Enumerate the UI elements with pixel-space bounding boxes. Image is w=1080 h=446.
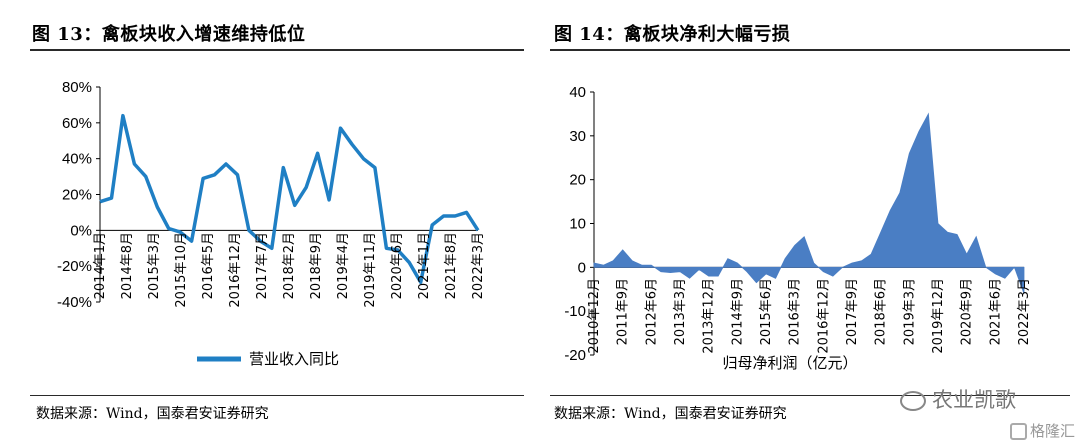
revenue-growth-line — [99, 113, 480, 285]
y-tick-label: 40% — [62, 151, 92, 168]
revenue-growth-line-chart: 80% 60% 40% 20% 0% -20% -40%2014年1月 2014年8月 2015… — [57, 79, 486, 368]
watermark-account-name: 农业凯歌 — [932, 388, 1016, 412]
x-tick-label: 2010年12月 — [587, 278, 602, 354]
x-tick-label: 2019年4月 — [336, 232, 351, 299]
left-source-rule — [30, 395, 524, 396]
x-tick-label: 2017年9月 — [845, 278, 860, 345]
x-tick-label: 2021年1月 — [417, 232, 432, 299]
x-tick-label: 2018年6月 — [874, 278, 889, 345]
right-title-rule — [550, 49, 1070, 51]
watermark-brand: 格隆汇 — [1010, 420, 1075, 441]
right-figure-panel: 图 14：禽板块净利大幅亏损 40 30 20 10 0 -10 -20 2010年12月 20… — [540, 0, 1080, 446]
x-tick-label: 2013年12月 — [702, 278, 717, 354]
net-profit-area — [593, 112, 1025, 294]
x-tick-label: 2018年9月 — [309, 232, 324, 299]
y-tick-label: 30 — [569, 128, 586, 145]
x-tick-label: 2014年9月 — [730, 278, 745, 345]
x-tick-label: 2011年9月 — [616, 278, 631, 345]
x-tick-label: 2015年6月 — [759, 278, 774, 345]
x-tick-label: 2021年6月 — [988, 278, 1003, 345]
y-tick-label: 40 — [569, 84, 586, 101]
x-tick-label: 2014年8月 — [120, 232, 135, 299]
x-tick-label: 2013年3月 — [673, 278, 688, 345]
y-tick-label: 60% — [62, 115, 92, 132]
x-tick-label: 2019年3月 — [902, 278, 917, 345]
y-tick-label: -20 — [564, 347, 586, 364]
x-tick-label: 2016年12月 — [816, 278, 831, 354]
y-tick-label: 0 — [578, 259, 586, 276]
y-tick-label: -10 — [564, 303, 586, 320]
watermark-brand-name: 格隆汇 — [1030, 422, 1076, 440]
x-tick-label: 2017年7月 — [255, 232, 270, 299]
y-tick-label: -40% — [57, 294, 92, 311]
x-tick-label: 2020年9月 — [960, 278, 975, 345]
x-tick-label: 2020年6月 — [390, 232, 405, 299]
brand-logo-icon — [1010, 423, 1027, 440]
x-tick-label: 2016年5月 — [201, 232, 216, 299]
x-tick-label: 2015年10月 — [174, 232, 189, 308]
wechat-icon — [900, 391, 926, 411]
y-tick-label: 20 — [569, 172, 586, 189]
y-tick-label: 10 — [569, 216, 586, 233]
x-tick-label: 2016年12月 — [228, 232, 243, 308]
right-source-note: 数据来源：Wind，国泰君安证券研究 — [554, 406, 787, 422]
right-source-rule — [550, 395, 1070, 396]
left-figure-panel: 图 13：禽板块收入增速维持低位 80% 60% 40% 20% 0% -20% -40% 2… — [0, 0, 530, 446]
x-tick-label: 2022年3月 — [1017, 278, 1032, 345]
y-tick-label: 0% — [70, 222, 92, 239]
legend-label: 营业收入同比 — [249, 350, 339, 368]
y-tick-label: 80% — [62, 79, 92, 96]
x-tick-label: 2021年8月 — [444, 232, 459, 299]
x-tick-label: 2019年12月 — [931, 278, 946, 354]
x-tick-label: 2012年6月 — [644, 278, 659, 345]
left-source-note: 数据来源：Wind，国泰君安证券研究 — [36, 406, 269, 422]
x-tick-label: 2022年3月 — [471, 232, 486, 299]
right-figure-title: 图 14：禽板块净利大幅亏损 — [554, 24, 791, 45]
y-tick-label: -20% — [57, 258, 92, 275]
legend-label: 归母净利润（亿元） — [722, 354, 857, 372]
x-tick-label: 2014年1月 — [93, 232, 108, 299]
left-title-rule — [30, 49, 524, 51]
x-tick-label: 2015年3月 — [147, 232, 162, 299]
x-tick-label: 2019年11月 — [363, 232, 378, 308]
left-figure-title: 图 13：禽板块收入增速维持低位 — [32, 24, 306, 45]
x-tick-label: 2016年3月 — [788, 278, 803, 345]
x-tick-label: 2018年2月 — [282, 232, 297, 299]
y-tick-label: 20% — [62, 187, 92, 204]
watermark-account: 农业凯歌 — [900, 384, 1016, 414]
